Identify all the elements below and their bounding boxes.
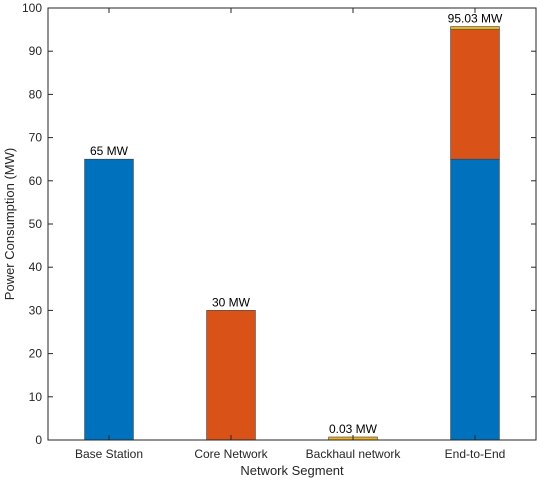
- bar-end-to-end-segment-2: [450, 29, 500, 160]
- data-label-core-network: 30 MW: [212, 295, 251, 309]
- y-tick-label: 100: [22, 1, 42, 15]
- y-tick-label: 30: [29, 303, 43, 317]
- y-tick-label: 90: [29, 44, 43, 58]
- data-labels-group: 65 MW 30 MW 0.03 MW 95.03 MW: [90, 12, 503, 436]
- x-tick-label: Backhaul network: [306, 447, 402, 461]
- bar-core-network-segment-2: [206, 310, 256, 441]
- bar-end-to-end-segment-3: [450, 26, 500, 30]
- y-tick-label: 10: [29, 390, 43, 404]
- x-tick-label: Core Network: [194, 447, 268, 461]
- x-axis-label: Network Segment: [240, 463, 344, 478]
- bars-group: [84, 26, 500, 441]
- data-label-backhaul-network: 0.03 MW: [329, 422, 378, 436]
- bar-end-to-end-segment-1: [450, 158, 500, 441]
- y-tick-label: 40: [29, 260, 43, 274]
- x-axis: Base Station Core Network Backhaul network…: [75, 8, 505, 461]
- y-axis: 0 10 20 30 40 50 60 70 80 90 100: [22, 1, 536, 447]
- y-tick-label: 50: [29, 217, 43, 231]
- y-tick-label: 60: [29, 174, 43, 188]
- data-label-end-to-end: 95.03 MW: [448, 12, 503, 26]
- y-tick-label: 0: [35, 433, 42, 447]
- data-label-base-station: 65 MW: [90, 144, 129, 158]
- x-tick-label: Base Station: [75, 447, 143, 461]
- y-tick-label: 20: [29, 347, 43, 361]
- bar-base-station-segment-1: [84, 158, 134, 441]
- y-axis-label: Power Consumption (MW): [2, 148, 17, 300]
- x-tick-label: End-to-End: [445, 447, 506, 461]
- y-tick-label: 70: [29, 131, 43, 145]
- y-tick-label: 80: [29, 87, 43, 101]
